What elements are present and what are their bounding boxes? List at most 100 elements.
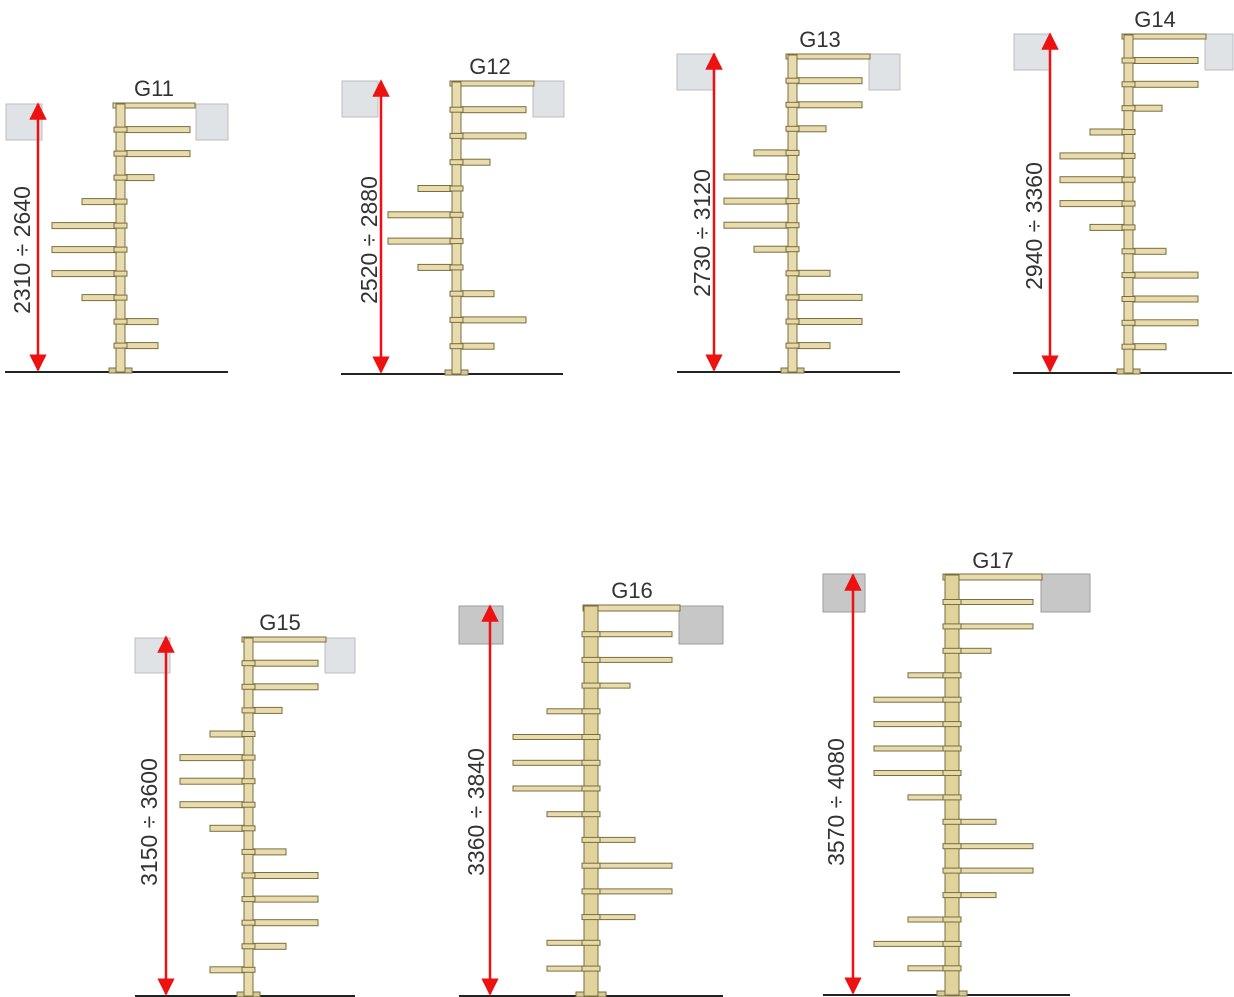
pole-collar [581, 785, 601, 792]
model-label: G17 [972, 548, 1014, 573]
stair-tread [1127, 319, 1199, 327]
pole-collar [113, 246, 128, 253]
pole-collar [785, 198, 800, 205]
pole-collar [942, 892, 962, 899]
pole-collar [449, 264, 464, 271]
pole-collar [449, 343, 464, 350]
stair-tread [951, 843, 1034, 850]
pole-collar [113, 150, 128, 157]
central-pole [944, 574, 960, 996]
stair-tread [119, 126, 191, 134]
stair-tread [455, 316, 527, 324]
upper-floor-slab-left [822, 573, 866, 613]
pole-collar [581, 631, 601, 638]
pole-collar [241, 943, 256, 950]
stair-tread [791, 101, 863, 109]
pole-collar [1121, 57, 1136, 64]
stair-tread [590, 888, 673, 895]
pole-collar [942, 672, 962, 679]
pole-collar [785, 246, 800, 253]
pole-collar [581, 862, 601, 869]
stair-tread [247, 683, 319, 691]
upper-floor-slab-left [458, 605, 504, 645]
stair-tread [119, 150, 191, 158]
pole-collar [942, 867, 962, 874]
central-pole [787, 54, 798, 373]
pole-collar [942, 599, 962, 605]
pole-collar [1121, 129, 1136, 135]
pole-collar [785, 294, 800, 301]
landing-rail [1121, 33, 1207, 40]
pole-collar [942, 965, 962, 972]
pole-collar [942, 843, 962, 850]
stair-tread [873, 770, 953, 776]
pole-collar [241, 683, 256, 690]
pole-collar [942, 794, 962, 801]
stair-tread [1059, 200, 1129, 208]
stair-tread [247, 919, 319, 927]
height-range-label: 2520 ÷ 2880 [356, 176, 382, 304]
pole-collar [241, 896, 256, 903]
pole-collar [581, 888, 601, 895]
model-label: G13 [799, 27, 841, 52]
pole-collar [113, 342, 128, 349]
stair-tread [247, 895, 319, 903]
stair-tread [179, 801, 249, 809]
upper-floor-slab-left [676, 53, 714, 91]
diagram-g14: 2940 ÷ 3360 G14 [1013, 7, 1234, 375]
pole-collar [1121, 343, 1136, 350]
height-range-label: 3150 ÷ 3600 [136, 758, 162, 886]
pole-collar [785, 101, 800, 108]
stair-tread [951, 599, 1034, 605]
stair-tread [873, 745, 953, 752]
upper-floor-slab-right [532, 80, 565, 118]
stair-tread [51, 246, 121, 254]
stair-tread [873, 940, 953, 947]
stair-tread [791, 293, 863, 301]
pole-collar [1121, 105, 1136, 112]
model-label: G14 [1134, 7, 1176, 32]
pole-collar [942, 770, 962, 776]
pole-collar [942, 623, 962, 630]
stair-tread [512, 734, 592, 740]
pole-collar [449, 185, 464, 192]
stair-tread [387, 211, 457, 219]
stair-tread [873, 721, 953, 728]
upper-floor-slab-left [341, 80, 379, 118]
stair-tread [247, 659, 319, 667]
central-pole [243, 637, 254, 997]
pole-collar [942, 721, 962, 728]
landing-rail [582, 604, 681, 612]
model-label: G11 [134, 76, 174, 101]
central-pole [451, 81, 462, 375]
diagram-g16: 3360 ÷ 3840 G16 [458, 578, 724, 997]
pole-collar [581, 965, 601, 972]
pole-collar [241, 660, 256, 667]
height-range-label: 2940 ÷ 3360 [1021, 162, 1047, 290]
model-label: G12 [469, 54, 511, 79]
pole-collar [113, 126, 128, 133]
pole-collar [581, 734, 601, 740]
stair-tread [455, 106, 527, 114]
pole-collar [241, 825, 256, 832]
diagram-g17: 3570 ÷ 4080 G17 [822, 548, 1091, 997]
stair-tread [247, 872, 319, 879]
stair-tread [1127, 271, 1199, 279]
stair-tread [723, 173, 793, 181]
pole-collar [1121, 224, 1136, 231]
stair-tread [512, 785, 592, 792]
stair-tread [51, 270, 121, 278]
pole-collar [241, 707, 256, 714]
height-range-label: 3570 ÷ 4080 [823, 738, 849, 866]
stair-tread [951, 623, 1034, 630]
stair-tread [387, 237, 457, 245]
pole-collar [581, 656, 601, 663]
stair-tread [1127, 80, 1199, 88]
pole-collar [1121, 296, 1136, 302]
pole-collar [241, 872, 256, 879]
upper-floor-slab-left [1013, 33, 1051, 71]
pole-collar [113, 198, 128, 205]
stair-tread [723, 197, 793, 205]
stair-tread [590, 656, 673, 663]
upper-floor-slab-right [195, 103, 229, 141]
